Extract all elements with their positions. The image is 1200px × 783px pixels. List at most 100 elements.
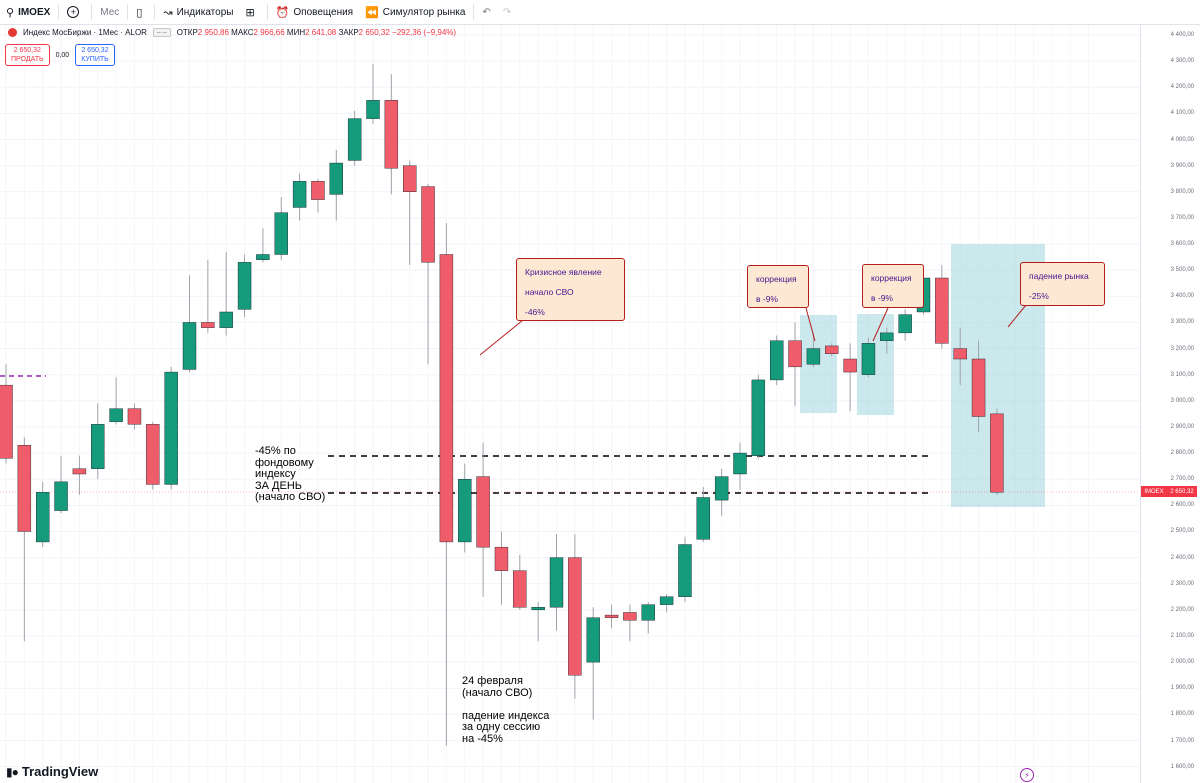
callout-line: в -9% [756, 294, 778, 304]
divider [91, 4, 93, 20]
replay-button[interactable]: ⏪ Симулятор рынка [359, 0, 471, 24]
candle-up [182, 322, 197, 370]
chart-type-button[interactable]: ▯ [130, 0, 152, 24]
compare-button[interactable]: + [61, 0, 89, 24]
plus-circle-icon: + [67, 6, 80, 18]
y-tick-label: 4 000,00 [1170, 136, 1194, 143]
candle-down [403, 165, 417, 192]
candle-up [586, 617, 600, 663]
note-line: за одну сессию [462, 721, 541, 733]
undo-button[interactable]: ↶ [476, 0, 496, 24]
price-tag-value: 2 650,32 [1170, 488, 1194, 495]
alerts-label: Оповещения [293, 6, 354, 18]
y-tick-label: 2 100,00 [1170, 632, 1194, 639]
redo-icon: ↷ [502, 6, 512, 18]
y-tick-label: 2 600,00 [1170, 502, 1194, 509]
y-tick-label: 1 600,00 [1170, 763, 1194, 770]
candle-up [329, 162, 343, 195]
y-tick-label: 1 800,00 [1170, 711, 1194, 718]
symbol-search[interactable]: ⚲ IMOEX [0, 0, 56, 24]
undo-icon: ↶ [482, 6, 491, 18]
candle-down [146, 424, 160, 485]
y-tick-label: 3 000,00 [1170, 397, 1194, 404]
brand-label: TradingView [21, 764, 99, 779]
y-tick-label: 4 100,00 [1170, 110, 1194, 117]
y-tick-label: 2 200,00 [1170, 606, 1194, 613]
lightning-icon[interactable]: ⚡ [1020, 768, 1034, 782]
candle-down [604, 614, 619, 618]
note-line: -45% по [255, 445, 296, 457]
candle-up [733, 452, 747, 475]
rewind-icon: ⏪ [365, 6, 379, 19]
legend-toggle-button[interactable]: – – [152, 28, 171, 37]
callout-line: в -9% [871, 293, 893, 303]
y-tick-label: 4 300,00 [1170, 58, 1194, 65]
alarm-icon: ⏰ [275, 6, 290, 19]
buy-label: КУПИТЬ [81, 56, 109, 63]
high-label: МАКС [231, 28, 254, 37]
callout-pointers [479, 304, 1027, 356]
buy-price: 2 650,32 [81, 47, 109, 54]
level-lines [0, 375, 1140, 494]
tradingview-logo[interactable]: ▮● TradingView [6, 764, 98, 779]
candle-up [678, 544, 692, 597]
crisis-pointer [479, 319, 524, 356]
note-line: (начало СВО) [255, 491, 326, 503]
candle-up [164, 371, 178, 485]
note-line: индексу [255, 468, 296, 480]
correction-callout-2: коррекция в -9% [862, 264, 924, 308]
candle-up [696, 497, 710, 540]
candle-down [990, 413, 1004, 493]
candle-up [880, 332, 894, 341]
sell-price: 2 650,32 [13, 47, 41, 54]
low-label: МИН [286, 28, 306, 37]
candle-up [861, 343, 876, 375]
price-axis[interactable]: 1 600,00 1 700,00 1 800,00 1 900,00 2 000,00… [1140, 25, 1200, 783]
price-chart[interactable] [0, 25, 1140, 783]
candle-up [659, 596, 674, 605]
candle-down [623, 612, 637, 621]
interval-button[interactable]: Мес [94, 0, 125, 24]
candle-down [439, 254, 454, 543]
candle-up [641, 604, 655, 621]
note-line: фондовому [255, 456, 314, 469]
sell-button[interactable]: 2 650,32 ПРОДАТЬ [5, 44, 50, 66]
buy-button[interactable]: 2 650,32 КУПИТЬ [75, 44, 115, 66]
callout-line: -46% [525, 307, 545, 317]
change-value: −292,36 (−9,94%) [392, 28, 457, 37]
crisis-callout: Кризисное явление начало СВО -46% [516, 258, 625, 321]
candle-up [549, 557, 564, 608]
y-tick-label: 2 300,00 [1170, 580, 1194, 587]
indicators-button[interactable]: ↝ Индикаторы [157, 0, 239, 24]
replay-label: Симулятор рынка [382, 6, 466, 18]
redo-button[interactable]: ↷ [497, 0, 517, 24]
candle-down [311, 181, 325, 200]
note-line: падение индекса [462, 709, 550, 722]
chart-legend: Индекс МосБиржи · 1Мес · ALOR – – ОТКР2 … [8, 28, 456, 37]
candle-down [421, 186, 435, 263]
low-value: 2 641,08 [305, 28, 337, 37]
close-value: 2 650,32 [358, 28, 390, 37]
candle-up [292, 181, 307, 208]
candle-up [219, 311, 233, 328]
corr2-pointer [872, 307, 889, 342]
divider [154, 4, 156, 20]
layouts-button[interactable]: ⊞ [239, 0, 264, 24]
divider [266, 4, 268, 20]
alerts-button[interactable]: ⏰ Оповещения [270, 0, 359, 24]
candle-up [347, 118, 362, 161]
candles [0, 63, 1004, 746]
indicators-icon: ↝ [163, 6, 173, 19]
symbol-logo-icon [8, 28, 17, 37]
candle-up [458, 479, 472, 543]
candle-down [971, 358, 986, 417]
y-tick-label: 3 400,00 [1170, 293, 1194, 300]
price-tag-symbol: IMOEX [1144, 488, 1164, 495]
y-tick-label: 3 900,00 [1170, 162, 1194, 169]
candle-up [751, 379, 766, 456]
market-fall-callout: падение рынка -25% [1020, 262, 1105, 306]
grid-icon: ⊞ [245, 6, 255, 19]
note-line: 24 февраля [462, 675, 523, 687]
indicators-label: Индикаторы [176, 6, 234, 18]
y-tick-label: 3 200,00 [1170, 345, 1194, 352]
